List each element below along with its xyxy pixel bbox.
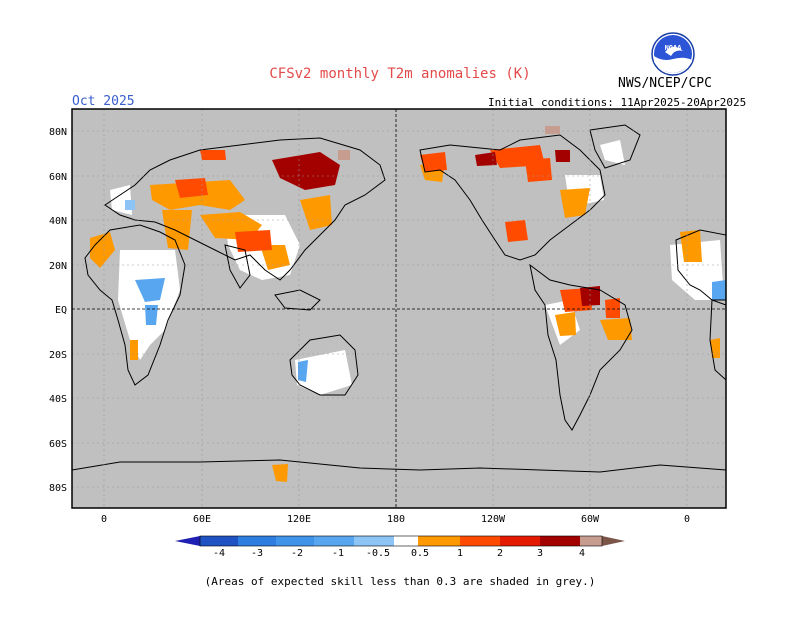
colorbar-label: 4 [579,548,585,559]
warm-anomaly-1-2 [175,145,620,318]
lat-label: EQ [55,305,67,316]
colorbar-label: 2 [497,548,503,559]
lat-label: 60N [49,172,67,183]
colorbar-label: 3 [537,548,543,559]
lat-label: 60S [49,439,67,450]
colorbar-bin [314,536,354,546]
lon-label: 120E [287,514,311,525]
cold-anomaly-areas [135,278,726,382]
noaa-logo: NOAA [651,32,695,76]
colorbar-label: -0.5 [366,548,390,559]
colorbar-labels: -4 -3 -2 -1 -0.5 0.5 1 2 3 4 [213,548,585,559]
lon-label: 0 [684,514,690,525]
forecast-month: Oct 2025 [72,94,135,109]
lat-label: 20N [49,261,67,272]
graticule [72,109,726,508]
colorbar-label: -1 [332,548,344,559]
colorbar [175,535,625,547]
colorbar-bin [460,536,500,546]
footnote: (Areas of expected skill less than 0.3 a… [204,575,596,588]
colorbar-bin [394,536,418,546]
lat-label: 20S [49,350,67,361]
colorbar-bin [276,536,314,546]
agency-label: NWS/NCEP/CPC [618,76,712,91]
colorbar-bin [418,536,460,546]
map-frame [71,108,727,509]
colorbar-label: 1 [457,548,463,559]
colorbar-bin [238,536,276,546]
colorbar-label: -4 [213,548,225,559]
colorbar-label: 0.5 [411,548,429,559]
lon-label: 60E [193,514,211,525]
map-title: CFSv2 monthly T2m anomalies (K) [269,66,531,82]
latitude-labels: 80N 60N 40N 20N EQ 20S 40S 60S 80S [49,127,67,494]
longitude-labels: 0 60E 120E 180 120W 60W 0 [101,514,690,525]
lat-label: 40N [49,216,67,227]
colorbar-arrow-right [602,536,625,546]
logo-text: NOAA [665,44,683,52]
colorbar-bin [500,536,540,546]
coastlines [71,124,727,473]
warm-anomaly-2-3 [272,150,600,306]
warm-anomaly-3-4 [338,126,560,160]
lon-label: 120W [481,514,506,525]
colorbar-label: -2 [291,548,303,559]
lat-label: 80N [49,127,67,138]
colorbar-bin [354,536,394,546]
lat-label: 80S [49,483,67,494]
initial-conditions: Initial conditions: 11Apr2025-20Apr2025 [488,96,747,109]
lon-label: 60W [581,514,600,525]
lat-label: 40S [49,394,67,405]
colorbar-arrow-left [175,536,200,546]
colorbar-label: -3 [251,548,263,559]
colorbar-bin [580,536,602,546]
colorbar-bin [540,536,580,546]
equator-dateline [72,109,726,508]
lon-label: 180 [387,514,405,525]
lon-label: 0 [101,514,107,525]
colorbar-bin [200,536,238,546]
